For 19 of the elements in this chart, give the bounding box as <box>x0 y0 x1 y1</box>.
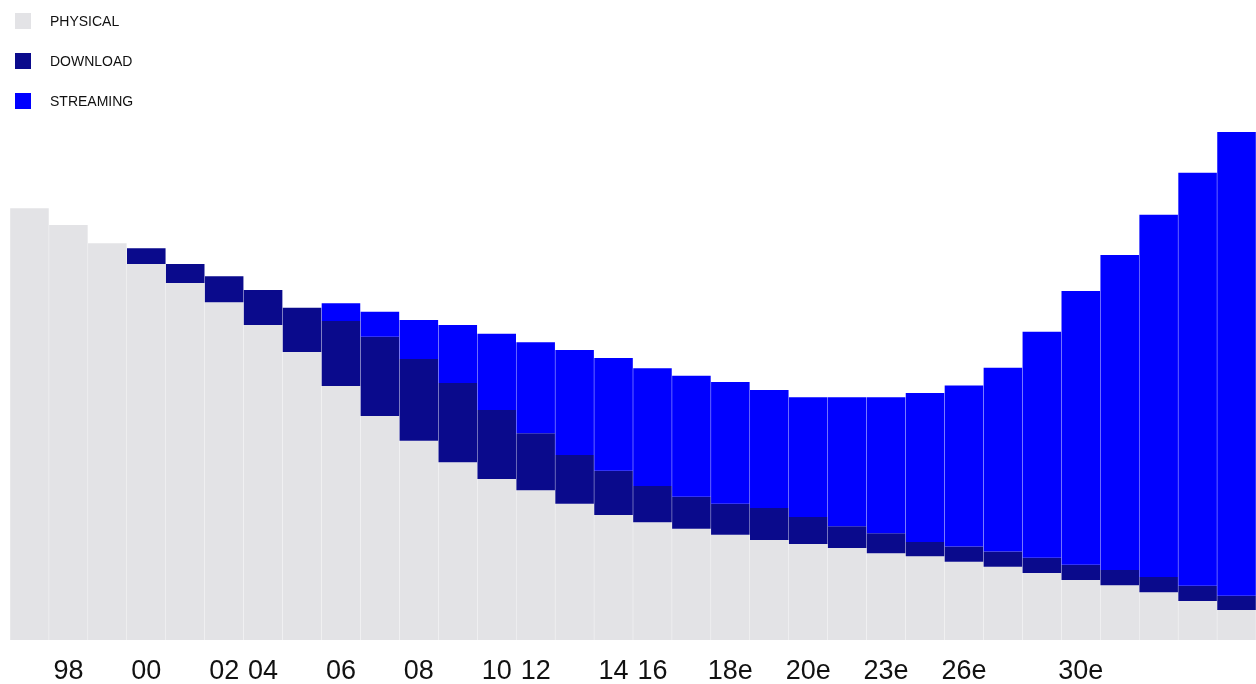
bar <box>127 248 166 265</box>
x-tick-label: 26e <box>941 654 987 684</box>
x-tick-label: 30e <box>1058 654 1104 684</box>
x-tick-label: 16 <box>637 654 668 684</box>
x-tick-label: 12 <box>520 654 551 684</box>
legend-label: STREAMING <box>50 93 134 109</box>
x-tick-label: 20e <box>785 654 831 684</box>
x-tick-label: 00 <box>131 654 162 684</box>
x-tick-label: 14 <box>598 654 629 684</box>
legend-label: PHYSICAL <box>50 13 120 29</box>
x-tick-label: 23e <box>863 654 909 684</box>
x-tick-label: 06 <box>325 654 356 684</box>
x-tick-label: 04 <box>248 654 279 684</box>
legend-label: DOWNLOAD <box>50 53 133 69</box>
x-tick-label: 02 <box>209 654 240 684</box>
x-tick-label: 98 <box>53 654 84 684</box>
x-tick-label: 10 <box>481 654 512 684</box>
x-tick-label: 18e <box>707 654 753 684</box>
x-tick-label: 08 <box>403 654 434 684</box>
